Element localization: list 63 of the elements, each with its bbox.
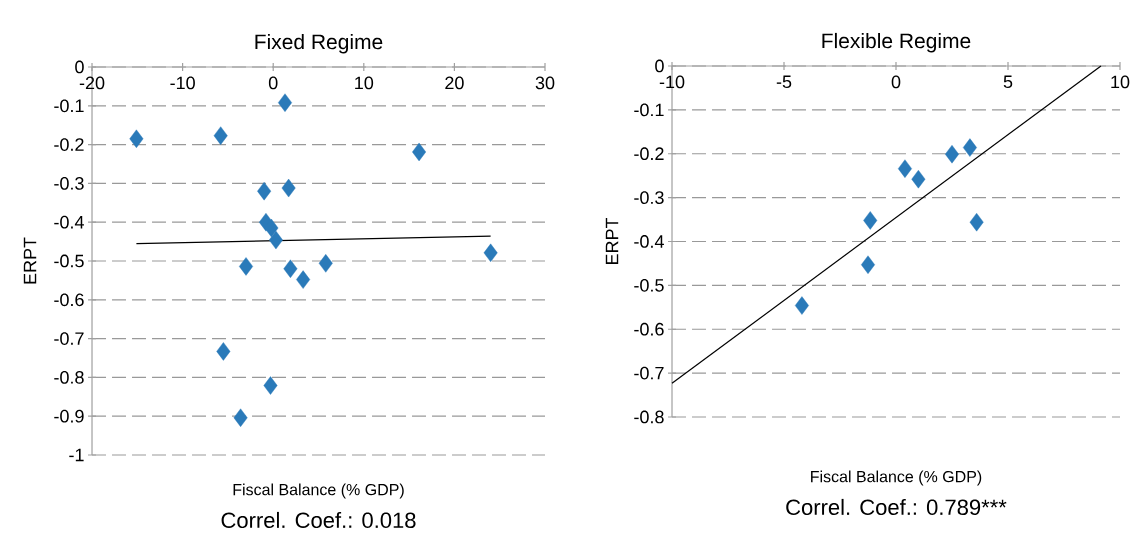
x-tick-label: -5 <box>776 75 792 89</box>
point <box>216 342 231 361</box>
text: Correl. Coef.: 0.018 <box>221 511 416 529</box>
point <box>268 230 283 250</box>
point <box>281 178 296 198</box>
x-tick-label: 10 <box>1111 75 1130 89</box>
point <box>969 212 984 232</box>
y-tick-label: -0.2 <box>54 138 84 151</box>
text: Correl. Coef.: 0.789*** <box>786 498 1007 516</box>
point <box>898 159 912 178</box>
y-tick-label: -0.1 <box>634 103 664 117</box>
point <box>412 142 427 162</box>
x-tick-label: 5 <box>1003 75 1013 89</box>
y-tick-label: -0.6 <box>54 293 84 307</box>
x-tick-label: -10 <box>170 76 195 90</box>
point <box>945 144 959 164</box>
y-tick-label: -0.9 <box>54 409 84 423</box>
point <box>962 138 977 157</box>
point <box>233 408 248 427</box>
x-tick-label: -10 <box>659 75 685 89</box>
y-tick-label: 0 <box>655 59 664 73</box>
point <box>911 170 926 189</box>
point <box>863 211 878 230</box>
point <box>239 257 253 276</box>
y-tick-label: -0.2 <box>634 147 664 161</box>
point <box>263 376 278 395</box>
y-tick-label: -0.5 <box>634 278 664 292</box>
y-tick-label: 0 <box>75 60 84 74</box>
point <box>129 129 144 148</box>
y-tick-label: -1 <box>69 448 84 462</box>
y-tick-label: -0.7 <box>54 332 84 345</box>
point <box>213 126 228 145</box>
point <box>257 181 272 201</box>
y-tick-label: -0.3 <box>54 177 84 190</box>
point <box>794 296 809 315</box>
x-tick-label: 30 <box>535 76 555 90</box>
point <box>296 270 311 289</box>
point <box>483 243 498 263</box>
y-tick-label: -0.3 <box>634 191 664 204</box>
y-tick-label: -0.8 <box>54 371 84 384</box>
point <box>318 254 333 273</box>
y-tick-label: -0.1 <box>54 99 84 113</box>
point <box>283 259 298 278</box>
x-axis-title: Fiscal Balance (% GDP) <box>811 470 982 486</box>
x-tick-label: 0 <box>891 75 901 89</box>
y-tick-label: -0.7 <box>634 366 664 380</box>
x-axis-title: Fiscal Balance (% GDP) <box>233 483 404 499</box>
y-tick-label: -0.4 <box>54 215 84 229</box>
y-tick-label: -0.4 <box>634 235 664 248</box>
x-tick-label: 0 <box>268 76 278 90</box>
point <box>264 218 279 238</box>
y-tick-label: -0.5 <box>54 254 84 268</box>
x-tick-label: 20 <box>445 76 464 90</box>
y-axis-title: ERPT <box>23 237 37 284</box>
y-tick-label: -0.8 <box>634 410 664 424</box>
x-tick-label: 10 <box>355 76 374 90</box>
y-tick-label: -0.6 <box>634 322 664 336</box>
point <box>278 93 292 112</box>
chart-title: Flexible Regime <box>822 32 971 53</box>
point <box>861 255 875 274</box>
y-axis-title: ERPT <box>605 217 619 265</box>
chart-title: Fixed Regime <box>255 33 383 54</box>
x-tick-label: -20 <box>79 76 105 90</box>
